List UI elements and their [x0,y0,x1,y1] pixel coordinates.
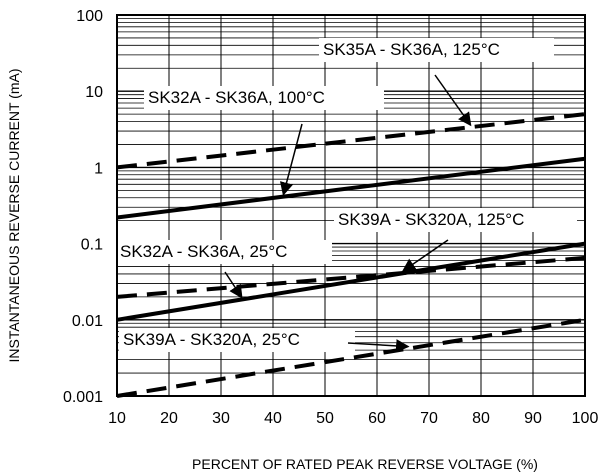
x-tick-label: 70 [420,410,438,427]
annotation-background [144,86,384,110]
annotation-arrow [279,123,303,196]
annotation-background [319,38,554,62]
x-tick-label: 40 [264,410,282,427]
annotation-label: SK32A - SK36A, 25°C [120,242,287,261]
series-line [116,241,586,322]
annotation-label: SK39A - SK320A, 25°C [123,330,300,349]
y-tick-label: 0.001 [63,389,103,406]
x-tick-label: 10 [108,410,126,427]
annotation-label: SK32A - SK36A, 100°C [148,88,325,107]
series-group [116,112,586,398]
x-tick-label: 30 [212,410,230,427]
annotation-arrow [224,271,243,299]
plot-frame [116,14,586,397]
y-tick-label: 1 [94,160,103,177]
y-tick-label: 100 [76,8,103,25]
x-tick-label: 60 [368,410,386,427]
y-tick-label: 0.1 [81,237,103,254]
x-tick-label: 100 [572,410,599,427]
x-tick-label: 20 [160,410,178,427]
annotation-background [116,240,332,264]
series-line [116,255,586,299]
annotation-arrow [401,239,449,272]
annotations-group: SK35A - SK36A, 125°C SK32A - SK36A, 100°C… [116,38,577,353]
y-axis-label: INSTANTANEOUS REVERSE CURRENT (mA) [6,68,22,362]
annotation-background [119,328,355,352]
tick-labels: 10 20 30 40 50 60 70 80 90 100 0.001 0.01 0.1 1 10 100 [63,8,598,427]
annotation-label: SK39A - SK320A, 125°C [338,210,524,229]
y-tick-label: 10 [85,84,103,101]
x-tick-label: 90 [524,410,542,427]
series-line [116,156,586,220]
x-tick-label: 80 [472,410,490,427]
x-axis-label: PERCENT OF RATED PEAK REVERSE VOLTAGE (%… [192,456,538,472]
annotation-label: SK35A - SK36A, 125°C [323,40,500,59]
series-line [116,112,586,170]
series-line [116,317,586,398]
annotation-background [334,208,577,232]
y-tick-label: 0.01 [72,313,103,330]
annotation-arrow [347,339,410,353]
x-tick-label: 50 [316,410,334,427]
annotation-arrow [434,74,472,127]
